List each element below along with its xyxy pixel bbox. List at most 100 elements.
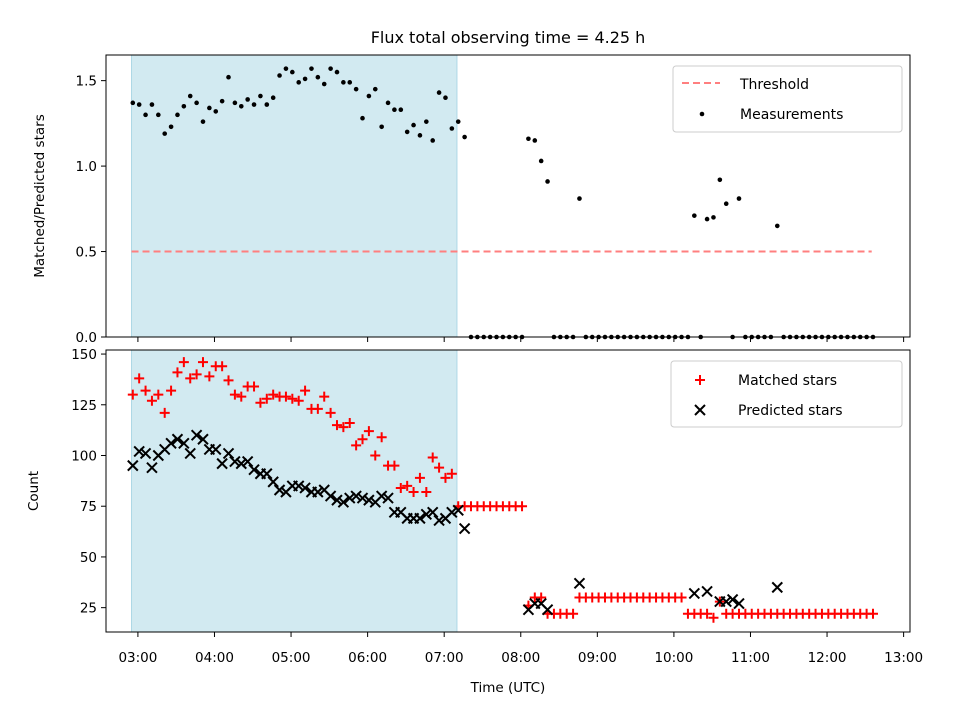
measurement-point: [277, 73, 282, 78]
measurement-point: [258, 93, 263, 99]
matched-star-point: [414, 472, 425, 483]
predicted-star-point: [350, 490, 362, 502]
matched-star-point: [395, 482, 406, 493]
predicted-star-point: [720, 595, 732, 608]
matched-star-point: [134, 373, 145, 384]
matched-star-point: [229, 389, 240, 400]
matched-star-point: [427, 452, 438, 463]
measurement-point: [168, 124, 174, 130]
y-tick-label: 150: [71, 347, 97, 363]
y-axis-label: Matched/Predicted stars: [32, 114, 48, 277]
matched-star-point: [204, 371, 215, 382]
measurement-point: [436, 90, 442, 95]
matched-star-point: [319, 391, 330, 402]
x-tick-label: 09:00: [578, 650, 617, 666]
matched-star-point: [197, 357, 208, 368]
matched-star-point: [280, 391, 291, 402]
predicted-star-point: [241, 455, 254, 468]
matched-star-point: [153, 389, 164, 400]
predicted-star-point: [184, 447, 196, 460]
predicted-star-point: [165, 437, 177, 450]
matched-star-point: [217, 361, 228, 372]
measurement-point: [328, 66, 333, 71]
predicted-star-point: [414, 512, 426, 525]
matched-star-point: [172, 367, 183, 378]
predicted-star-point: [363, 494, 375, 506]
measurement-point: [162, 131, 168, 136]
legend-box: [672, 65, 903, 133]
measurement-point: [143, 112, 148, 118]
predicted-star-point: [292, 480, 305, 492]
measurement-point: [704, 216, 710, 222]
predicted-star-point: [312, 486, 324, 498]
measurement-point: [443, 95, 448, 101]
x-tick-label: 13:00: [884, 650, 923, 666]
matched-star-point: [434, 462, 445, 473]
matched-star-point: [351, 440, 362, 451]
matched-star-point: [344, 418, 355, 429]
measurement-point: [692, 213, 697, 218]
matched-stars-series: [127, 357, 878, 623]
legend-measurements-swatch: [699, 111, 705, 117]
measurement-point: [366, 93, 372, 99]
measurement-point: [545, 179, 550, 184]
measurement-point: [717, 177, 723, 183]
x-tick-label: 11:00: [731, 650, 770, 666]
y-tick-label: 100: [71, 448, 97, 464]
predicted-star-point: [267, 476, 279, 488]
measurement-point: [417, 133, 423, 138]
predicted-star-point: [229, 455, 241, 468]
matched-star-point: [408, 487, 419, 498]
measurement-point: [251, 102, 257, 107]
x-tick-label: 05:00: [272, 650, 311, 666]
measurement-point: [219, 98, 225, 104]
matched-star-point: [867, 608, 878, 619]
measurement-point: [136, 102, 142, 107]
matched-star-point: [440, 472, 451, 483]
measurement-point: [149, 102, 155, 107]
predicted-star-point: [146, 461, 158, 474]
measurement-point: [181, 103, 187, 109]
y-tick-label: 125: [71, 398, 97, 414]
measurement-point: [245, 97, 250, 102]
matched-star-point: [421, 487, 432, 498]
matched-star-point: [300, 385, 311, 396]
measurement-point: [130, 100, 136, 106]
legend: Matched stars Predicted stars: [670, 360, 903, 428]
matched-star-point: [708, 612, 719, 623]
predicted-star-point: [178, 437, 190, 450]
legend-measurements-label: Measurements: [740, 107, 843, 123]
matched-star-point: [331, 420, 342, 431]
matched-star-point: [287, 393, 298, 404]
matched-star-point: [223, 375, 234, 386]
predicted-star-point: [375, 490, 388, 502]
matched-star-point: [702, 608, 713, 619]
measurement-point: [321, 81, 327, 87]
measurement-point: [353, 86, 359, 92]
measurement-point: [723, 201, 729, 206]
y-tick-label: 1.5: [76, 74, 97, 90]
measurement-point: [404, 129, 410, 135]
matched-star-point: [140, 385, 151, 396]
y-tick-label: 50: [80, 550, 97, 566]
matched-star-point: [236, 391, 247, 402]
measurement-point: [290, 69, 295, 75]
measurement-point: [156, 112, 161, 118]
predicted-star-point: [331, 494, 343, 506]
predicted-star-point: [356, 492, 369, 504]
measurement-point: [347, 80, 353, 85]
measurement-point: [341, 80, 346, 85]
matched-star-point: [255, 397, 266, 408]
plot-frame: [105, 349, 911, 633]
matched-star-point: [402, 480, 413, 491]
legend-matched-swatch: [695, 375, 705, 385]
measurement-point: [532, 138, 538, 143]
matched-star-point: [370, 450, 381, 461]
measurement-point: [774, 223, 780, 229]
predicted-star-point: [420, 508, 433, 521]
predicted-star-point: [133, 445, 145, 458]
predicted-star-point: [433, 514, 445, 527]
predicted-star-point: [171, 433, 184, 445]
measurement-point: [392, 107, 397, 112]
y-tick-label: 25: [80, 601, 97, 617]
